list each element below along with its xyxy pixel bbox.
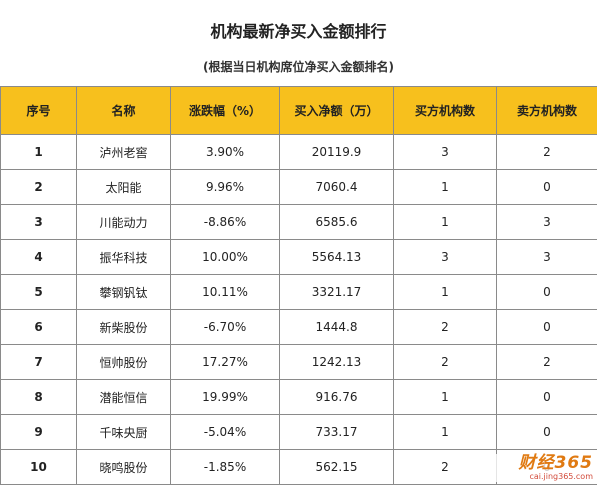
header-change: 涨跌幅（%） — [171, 87, 280, 135]
cell-net-buy: 916.76 — [280, 380, 394, 415]
watermark-brand: 财经365 — [485, 454, 593, 472]
cell-sellers: 0 — [497, 380, 597, 415]
cell-buyers: 1 — [394, 275, 497, 310]
cell-index: 8 — [1, 380, 77, 415]
cell-name: 太阳能 — [77, 170, 171, 205]
cell-net-buy: 733.17 — [280, 415, 394, 450]
cell-sellers: 3 — [497, 240, 597, 275]
cell-index: 7 — [1, 345, 77, 380]
cell-change: 3.90% — [171, 135, 280, 170]
cell-change: -1.85% — [171, 450, 280, 485]
cell-buyers: 1 — [394, 205, 497, 240]
cell-net-buy: 5564.13 — [280, 240, 394, 275]
cell-index: 6 — [1, 310, 77, 345]
header-net-buy: 买入净额（万） — [280, 87, 394, 135]
header-sellers: 卖方机构数 — [497, 87, 597, 135]
cell-index: 3 — [1, 205, 77, 240]
cell-index: 9 — [1, 415, 77, 450]
header-index: 序号 — [1, 87, 77, 135]
cell-net-buy: 3321.17 — [280, 275, 394, 310]
cell-sellers: 2 — [497, 345, 597, 380]
cell-name: 新柴股份 — [77, 310, 171, 345]
cell-change: 10.11% — [171, 275, 280, 310]
cell-sellers: 0 — [497, 415, 597, 450]
cell-name: 川能动力 — [77, 205, 171, 240]
cell-buyers: 2 — [394, 345, 497, 380]
cell-index: 1 — [1, 135, 77, 170]
cell-change: 17.27% — [171, 345, 280, 380]
cell-name: 恒帅股份 — [77, 345, 171, 380]
cell-name: 攀钢钒钛 — [77, 275, 171, 310]
cell-sellers: 0 — [497, 170, 597, 205]
cell-change: 9.96% — [171, 170, 280, 205]
cell-change: -6.70% — [171, 310, 280, 345]
page-subtitle: (根据当日机构席位净买入金额排名) — [0, 58, 597, 75]
cell-name: 振华科技 — [77, 240, 171, 275]
cell-net-buy: 20119.9 — [280, 135, 394, 170]
cell-name: 泸州老窖 — [77, 135, 171, 170]
cell-buyers: 2 — [394, 310, 497, 345]
cell-sellers: 3 — [497, 205, 597, 240]
cell-buyers: 3 — [394, 135, 497, 170]
header-buyers: 买方机构数 — [394, 87, 497, 135]
cell-sellers: 0 — [497, 310, 597, 345]
cell-index: 10 — [1, 450, 77, 485]
cell-change: -8.86% — [171, 205, 280, 240]
cell-index: 5 — [1, 275, 77, 310]
cell-name: 千味央厨 — [77, 415, 171, 450]
cell-net-buy: 1444.8 — [280, 310, 394, 345]
page-title: 机构最新净买入金额排行 — [0, 18, 597, 42]
cell-change: -5.04% — [171, 415, 280, 450]
cell-name: 晓鸣股份 — [77, 450, 171, 485]
cell-buyers: 1 — [394, 415, 497, 450]
cell-net-buy: 7060.4 — [280, 170, 394, 205]
cell-buyers: 1 — [394, 380, 497, 415]
cell-buyers: 1 — [394, 170, 497, 205]
watermark-url: cai.jing365.com — [485, 472, 593, 481]
cell-index: 2 — [1, 170, 77, 205]
cell-net-buy: 562.15 — [280, 450, 394, 485]
cell-index: 4 — [1, 240, 77, 275]
cell-sellers: 0 — [497, 275, 597, 310]
cell-sellers: 2 — [497, 135, 597, 170]
table-header-row: 序号 名称 涨跌幅（%） 买入净额（万） 买方机构数 卖方机构数 — [1, 87, 597, 135]
cell-buyers: 3 — [394, 240, 497, 275]
cell-net-buy: 1242.13 — [280, 345, 394, 380]
cell-buyers: 2 — [394, 450, 497, 485]
header-name: 名称 — [77, 87, 171, 135]
cell-change: 19.99% — [171, 380, 280, 415]
watermark-logo: 财经365 cai.jing365.com — [485, 454, 593, 482]
cell-name: 潜能恒信 — [77, 380, 171, 415]
cell-change: 10.00% — [171, 240, 280, 275]
cell-net-buy: 6585.6 — [280, 205, 394, 240]
